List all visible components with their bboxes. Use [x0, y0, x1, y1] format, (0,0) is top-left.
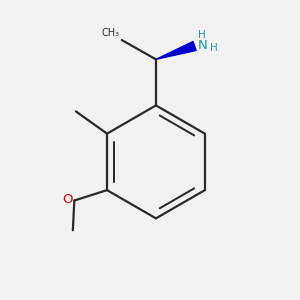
Text: H: H — [210, 44, 218, 53]
Text: H: H — [198, 30, 206, 40]
Text: CH₃: CH₃ — [101, 28, 119, 38]
Polygon shape — [156, 41, 196, 59]
Text: O: O — [62, 193, 73, 206]
Text: N: N — [198, 39, 208, 52]
